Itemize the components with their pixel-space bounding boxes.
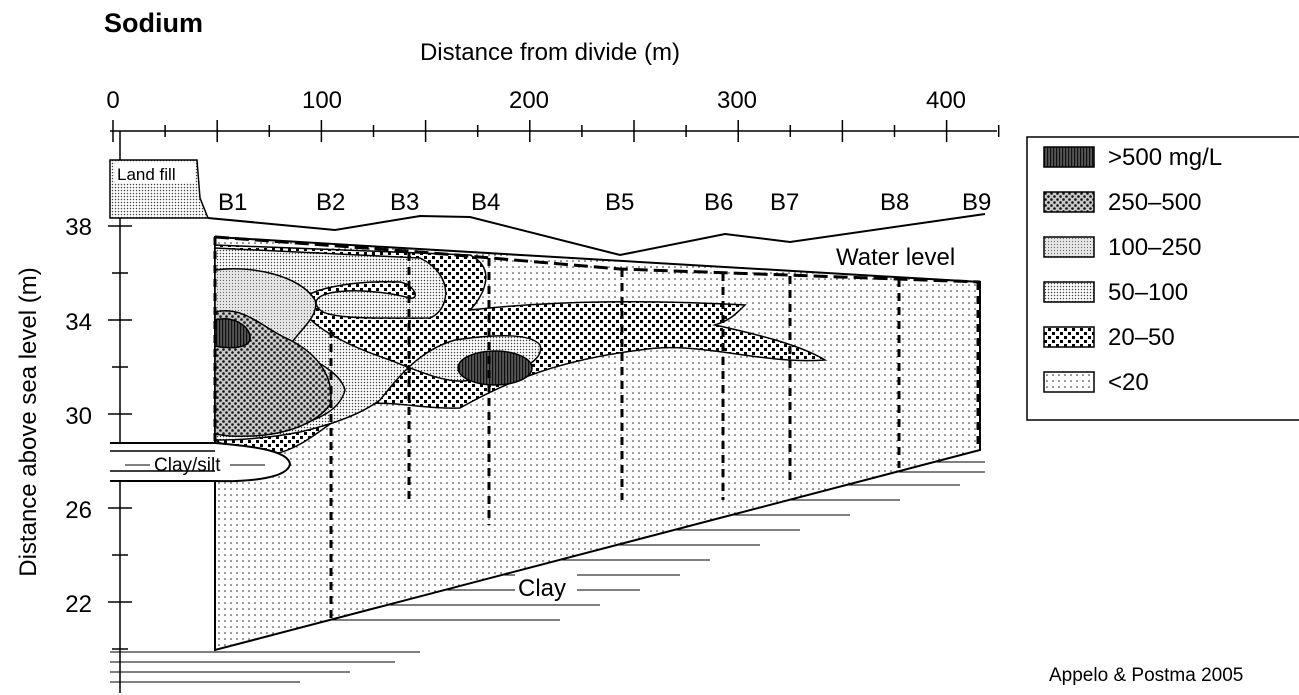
source-credit: Appelo & Postma 2005 bbox=[1049, 665, 1244, 686]
legend-swatch bbox=[1043, 371, 1095, 393]
legend-swatch bbox=[1043, 326, 1095, 348]
zone-over-500-b1 bbox=[215, 318, 251, 349]
y-axis: 38 34 30 26 22 Distance above sea level … bbox=[15, 131, 132, 693]
y-tick-label: 26 bbox=[65, 497, 92, 524]
clay-silt-lens: Clay/silt bbox=[110, 442, 292, 483]
well-label-b3: B3 bbox=[390, 189, 419, 216]
well-labels: B1 B2 B3 B4 B5 B6 B7 B8 B9 bbox=[218, 189, 991, 216]
legend: >500 mg/L 250–500 100–250 50–100 20–50 <20 bbox=[1026, 136, 1299, 421]
well-label-b5: B5 bbox=[605, 189, 634, 216]
aquifer-section: Water level bbox=[213, 235, 982, 652]
x-tick-label: 400 bbox=[926, 87, 966, 114]
figure-title: Sodium bbox=[104, 8, 203, 38]
legend-label: 20–50 bbox=[1108, 324, 1175, 351]
well-label-b1: B1 bbox=[218, 189, 247, 216]
water-level-line bbox=[214, 235, 981, 284]
y-axis-label: Distance above sea level (m) bbox=[15, 267, 42, 576]
y-tick-label: 30 bbox=[65, 403, 92, 430]
x-tick-label: 300 bbox=[717, 87, 757, 114]
y-tick-label: 34 bbox=[65, 309, 92, 336]
ground-surface-line bbox=[207, 213, 986, 257]
legend-label: <20 bbox=[1108, 369, 1149, 396]
x-axis: 0 100 200 300 400 bbox=[106, 87, 1000, 142]
clay-silt-label: Clay/silt bbox=[154, 455, 221, 476]
x-axis-label: Distance from divide (m) bbox=[420, 39, 680, 66]
legend-label: 50–100 bbox=[1108, 279, 1188, 306]
legend-label: 250–500 bbox=[1108, 189, 1201, 216]
x-tick-label: 100 bbox=[302, 87, 342, 114]
legend-swatch bbox=[1043, 146, 1095, 168]
x-tick-label: 200 bbox=[509, 87, 549, 114]
legend-label: 100–250 bbox=[1108, 234, 1201, 261]
legend-swatch bbox=[1043, 281, 1095, 303]
y-tick-label: 38 bbox=[65, 214, 92, 241]
clay-hatching bbox=[110, 461, 985, 683]
well-label-b6: B6 bbox=[704, 189, 733, 216]
land-fill: Land fill bbox=[109, 159, 210, 219]
well-label-b4: B4 bbox=[471, 189, 500, 216]
well-label-b9: B9 bbox=[962, 189, 991, 216]
water-level-label: Water level bbox=[836, 244, 955, 271]
clay-label: Clay bbox=[518, 575, 566, 602]
well-label-b7: B7 bbox=[770, 189, 799, 216]
x-tick-label: 0 bbox=[106, 87, 119, 114]
legend-label: >500 mg/L bbox=[1108, 144, 1222, 171]
legend-swatch bbox=[1043, 236, 1095, 258]
well-label-b2: B2 bbox=[316, 189, 345, 216]
land-fill-label: Land fill bbox=[117, 165, 176, 184]
well-label-b8: B8 bbox=[880, 189, 909, 216]
y-tick-label: 22 bbox=[65, 591, 92, 618]
zone-over-500-b4 bbox=[457, 350, 533, 386]
legend-swatch bbox=[1043, 191, 1095, 213]
